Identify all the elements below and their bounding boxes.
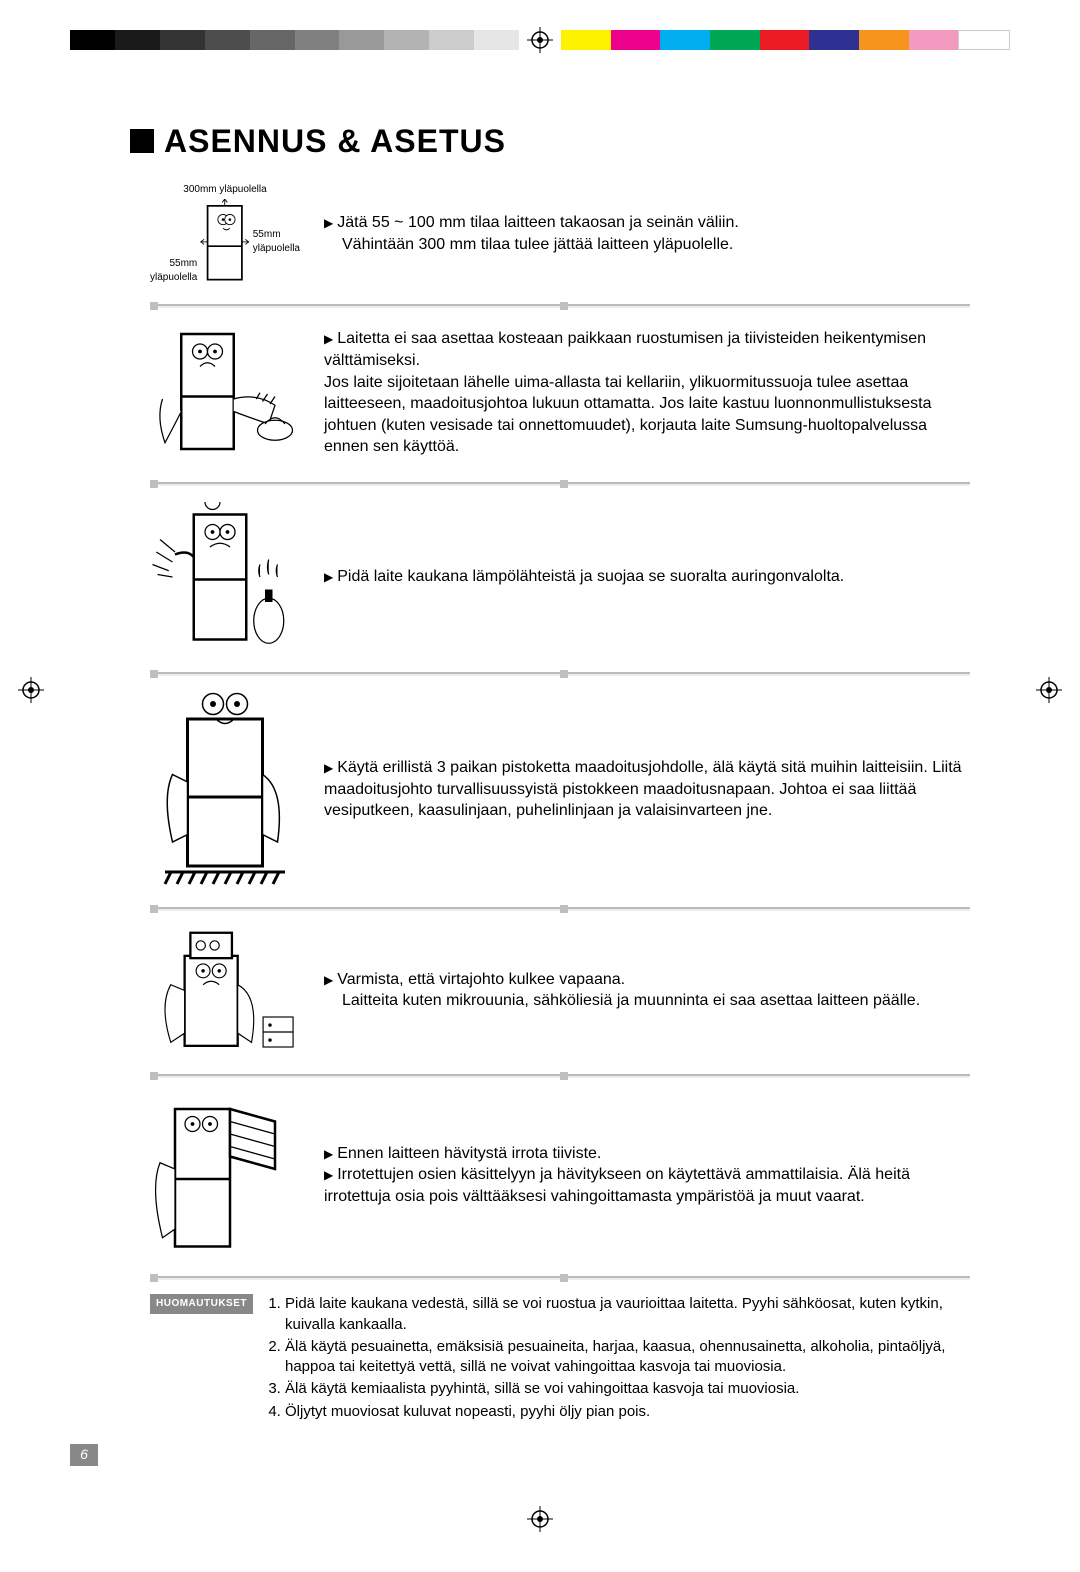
caption-right: 55mm yläpuolella xyxy=(253,228,300,255)
swatch xyxy=(429,30,474,50)
instruction-row: Laitetta ei saa asettaa kosteaan paikkaa… xyxy=(150,314,970,476)
note-item: Älä käytä kemiaalista pyyhintä, sillä se… xyxy=(285,1379,970,1399)
fridge-icon xyxy=(199,199,250,285)
swatch xyxy=(70,30,115,50)
instruction-row: Varmista, että virtajohto kulkee vapaana… xyxy=(150,917,970,1068)
instruction-row: Pidä laite kaukana lämpölähteistä ja suo… xyxy=(150,492,970,666)
registration-mark-icon xyxy=(18,677,44,703)
separator xyxy=(150,907,970,911)
instruction-line: Pidä laite kaukana lämpölähteistä ja suo… xyxy=(324,566,970,588)
instruction-line: Vähintään 300 mm tilaa tulee jättää lait… xyxy=(324,234,970,256)
separator xyxy=(150,1074,970,1078)
color-swatches xyxy=(561,30,1010,50)
registration-bottom xyxy=(70,1506,1010,1532)
instruction-text: Jätä 55 ~ 100 mm tilaa laitteen takaosan… xyxy=(324,212,970,255)
swatch xyxy=(115,30,160,50)
instruction-line: Laitetta ei saa asettaa kosteaan paikkaa… xyxy=(324,328,970,371)
instruction-text: Pidä laite kaukana lämpölähteistä ja suo… xyxy=(324,566,970,588)
title-square-icon xyxy=(130,129,154,153)
content: 300mm yläpuolella 55mm yläpuolella 55mm … xyxy=(150,173,970,1424)
instruction-text: Laitetta ei saa asettaa kosteaan paikkaa… xyxy=(324,328,970,458)
swatch xyxy=(474,30,519,50)
page-title: ASENNUS & ASETUS xyxy=(130,120,1010,163)
instruction-row: Käytä erillistä 3 paikan pistoketta maad… xyxy=(150,682,970,901)
illustration-moisture xyxy=(150,324,300,462)
swatch xyxy=(250,30,295,50)
registration-mark-icon xyxy=(527,1506,553,1532)
page: ASENNUS & ASETUS 300mm yläpuolella 55mm … xyxy=(0,0,1080,1572)
registration-mark-icon xyxy=(1036,677,1062,703)
separator xyxy=(150,482,970,486)
caption-top: 300mm yläpuolella xyxy=(183,183,266,197)
instruction-row: Ennen laitteen hävitystä irrota tiiviste… xyxy=(150,1084,970,1271)
separator xyxy=(150,672,970,676)
instruction-row: 300mm yläpuolella 55mm yläpuolella 55mm … xyxy=(150,173,970,298)
notes-badge: HUOMAUTUKSET xyxy=(150,1294,253,1314)
instruction-line: Varmista, että virtajohto kulkee vapaana… xyxy=(324,969,970,991)
swatch xyxy=(760,30,810,50)
separator xyxy=(150,304,970,308)
instruction-line: Ennen laitteen hävitystä irrota tiiviste… xyxy=(324,1143,970,1165)
instruction-line: Laitteita kuten mikrouunia, sähköliesiä … xyxy=(324,990,970,1012)
swatch xyxy=(160,30,205,50)
illustration-grounding xyxy=(150,692,300,887)
grayscale-swatches xyxy=(70,30,519,50)
notes-list: Pidä laite kaukana vedestä, sillä se voi… xyxy=(265,1294,970,1424)
swatch xyxy=(958,30,1010,50)
swatch xyxy=(561,30,611,50)
illustration-heat xyxy=(150,502,300,652)
instruction-text: Varmista, että virtajohto kulkee vapaana… xyxy=(324,969,970,1012)
swatch xyxy=(710,30,760,50)
instruction-line: Käytä erillistä 3 paikan pistoketta maad… xyxy=(324,757,970,822)
instruction-line: Jätä 55 ~ 100 mm tilaa laitteen takaosan… xyxy=(324,212,970,234)
swatch xyxy=(295,30,340,50)
swatch xyxy=(384,30,429,50)
notes-block: HUOMAUTUKSET Pidä laite kaukana vedestä,… xyxy=(150,1294,970,1424)
page-number: 6 xyxy=(70,1444,98,1466)
title-text: ASENNUS & ASETUS xyxy=(164,123,506,159)
swatch xyxy=(611,30,661,50)
swatch xyxy=(660,30,710,50)
instruction-line: Irrotettujen osien käsittelyyn ja hävity… xyxy=(324,1164,970,1207)
swatch xyxy=(859,30,909,50)
registration-mark-icon xyxy=(527,27,553,53)
note-item: Älä käytä pesuainetta, emäksisiä pesuain… xyxy=(285,1337,970,1378)
swatch xyxy=(205,30,250,50)
instruction-text: Ennen laitteen hävitystä irrota tiiviste… xyxy=(324,1143,970,1208)
illustration-cord xyxy=(150,927,300,1054)
swatch xyxy=(339,30,384,50)
illustration-clearance: 300mm yläpuolella 55mm yläpuolella 55mm … xyxy=(150,183,300,284)
swatch xyxy=(909,30,959,50)
note-item: Öljytyt muoviosat kuluvat nopeasti, pyyh… xyxy=(285,1402,970,1422)
instruction-text: Käytä erillistä 3 paikan pistoketta maad… xyxy=(324,757,970,822)
illustration-disposal xyxy=(150,1094,300,1257)
registration-bar xyxy=(70,30,1010,50)
swatch xyxy=(809,30,859,50)
note-item: Pidä laite kaukana vedestä, sillä se voi… xyxy=(285,1294,970,1335)
caption-left: 55mm yläpuolella xyxy=(150,257,197,284)
instruction-line: Jos laite sijoitetaan lähelle uima-allas… xyxy=(324,372,970,458)
separator xyxy=(150,1276,970,1280)
